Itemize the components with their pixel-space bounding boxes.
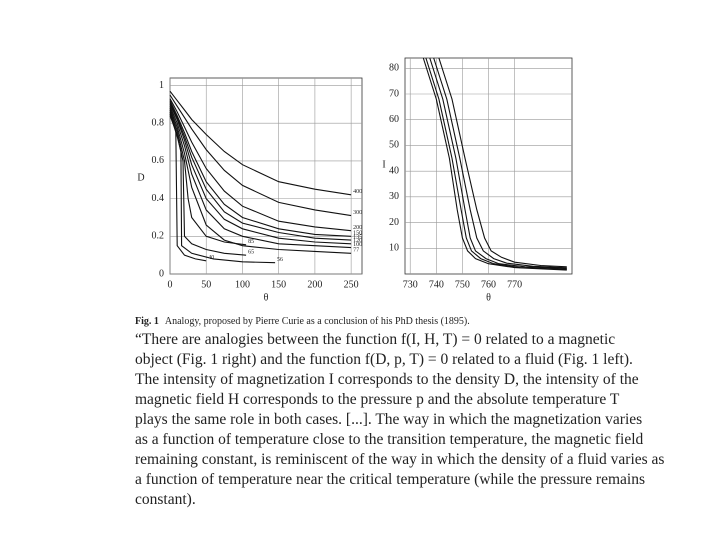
x-axis-label: θ — [486, 292, 491, 303]
y-tick-label: 0.8 — [152, 118, 165, 129]
curve-label: 400 — [353, 189, 362, 195]
caption-label: Fig. 1 — [135, 316, 159, 327]
curve-label: 300 — [353, 210, 362, 216]
x-tick-label: 0 — [168, 279, 173, 290]
quote-line: object (Fig. 1 right) and the function f… — [135, 351, 633, 368]
quote-line: as a function of temperature close to th… — [135, 431, 644, 448]
curve-label: 77 — [353, 248, 359, 254]
caption-text: Analogy, proposed by Pierre Curie as a c… — [164, 316, 470, 327]
y-tick-label: 0.6 — [152, 155, 165, 166]
curve-label: 65 — [248, 250, 254, 256]
y-tick-label: 80 — [389, 63, 399, 74]
y-tick-label: 40 — [389, 165, 399, 176]
y-tick-label: 1 — [159, 80, 164, 91]
curve — [425, 57, 567, 270]
x-tick-label: 730 — [403, 279, 418, 290]
y-tick-label: 70 — [389, 88, 399, 99]
curve — [169, 102, 352, 241]
y-tick-label: 0.2 — [152, 231, 165, 242]
caption: Fig. 1 Analogy, proposed by Pierre Curie … — [135, 316, 470, 327]
quote-line: remaining constant, is reminiscent of th… — [135, 451, 665, 468]
curve-label: 150 — [353, 231, 362, 237]
y-tick-label: 60 — [389, 114, 399, 125]
curve — [169, 104, 352, 245]
curve — [169, 113, 276, 264]
curve-label: 200 — [353, 225, 362, 231]
x-tick-label: 200 — [307, 279, 322, 290]
y-tick-label: 30 — [389, 191, 399, 202]
curve — [422, 57, 567, 271]
curve — [169, 90, 352, 196]
figure: 00.20.40.60.810 50 100 150 200 250Dθ400300200… — [137, 57, 573, 303]
x-tick-label: 760 — [481, 279, 496, 290]
x-tick-label: 770 — [507, 279, 522, 290]
curve-label: 85 — [248, 239, 254, 245]
x-axis-label: θ — [264, 292, 269, 303]
y-axis-label: I — [382, 159, 385, 170]
curve — [169, 98, 352, 232]
quote-line: The intensity of magnetization I corresp… — [135, 371, 639, 388]
curve-label: 100 — [353, 242, 362, 248]
quote-line: constant). — [135, 491, 196, 508]
quote-line: a function of temperature near the criti… — [135, 471, 645, 488]
curve — [433, 57, 567, 269]
curve-label: 135 — [353, 234, 362, 240]
y-axis-label: D — [137, 172, 144, 183]
curve-label: 120 — [353, 238, 362, 244]
y-tick-label: 20 — [389, 217, 399, 228]
curve — [438, 57, 567, 268]
x-tick-label: 750 — [455, 279, 470, 290]
x-tick-label: 50 — [201, 279, 211, 290]
curve — [169, 109, 247, 246]
quote-line: magnetic field H corresponds to the pres… — [135, 391, 620, 408]
curve — [169, 100, 352, 237]
curve — [169, 108, 352, 254]
y-tick-label: 0 — [159, 268, 164, 279]
quote-line: “There are analogies between the functio… — [135, 331, 616, 348]
y-tick-label: 0.4 — [152, 193, 165, 204]
curve-label: 40 — [208, 255, 214, 261]
quote-line: plays the same role in both cases. [...]… — [135, 411, 643, 428]
curve — [169, 94, 352, 217]
y-tick-label: 10 — [389, 243, 399, 254]
curve — [169, 106, 352, 249]
x-tick-label: 740 — [429, 279, 444, 290]
x-tick-label: 150 — [271, 279, 286, 290]
x-tick-label: 250 — [344, 279, 359, 290]
curve-label: 56 — [277, 257, 283, 263]
curve — [169, 115, 207, 262]
y-tick-label: 50 — [389, 140, 399, 151]
x-tick-label: 100 — [235, 279, 250, 290]
curve — [429, 57, 567, 270]
